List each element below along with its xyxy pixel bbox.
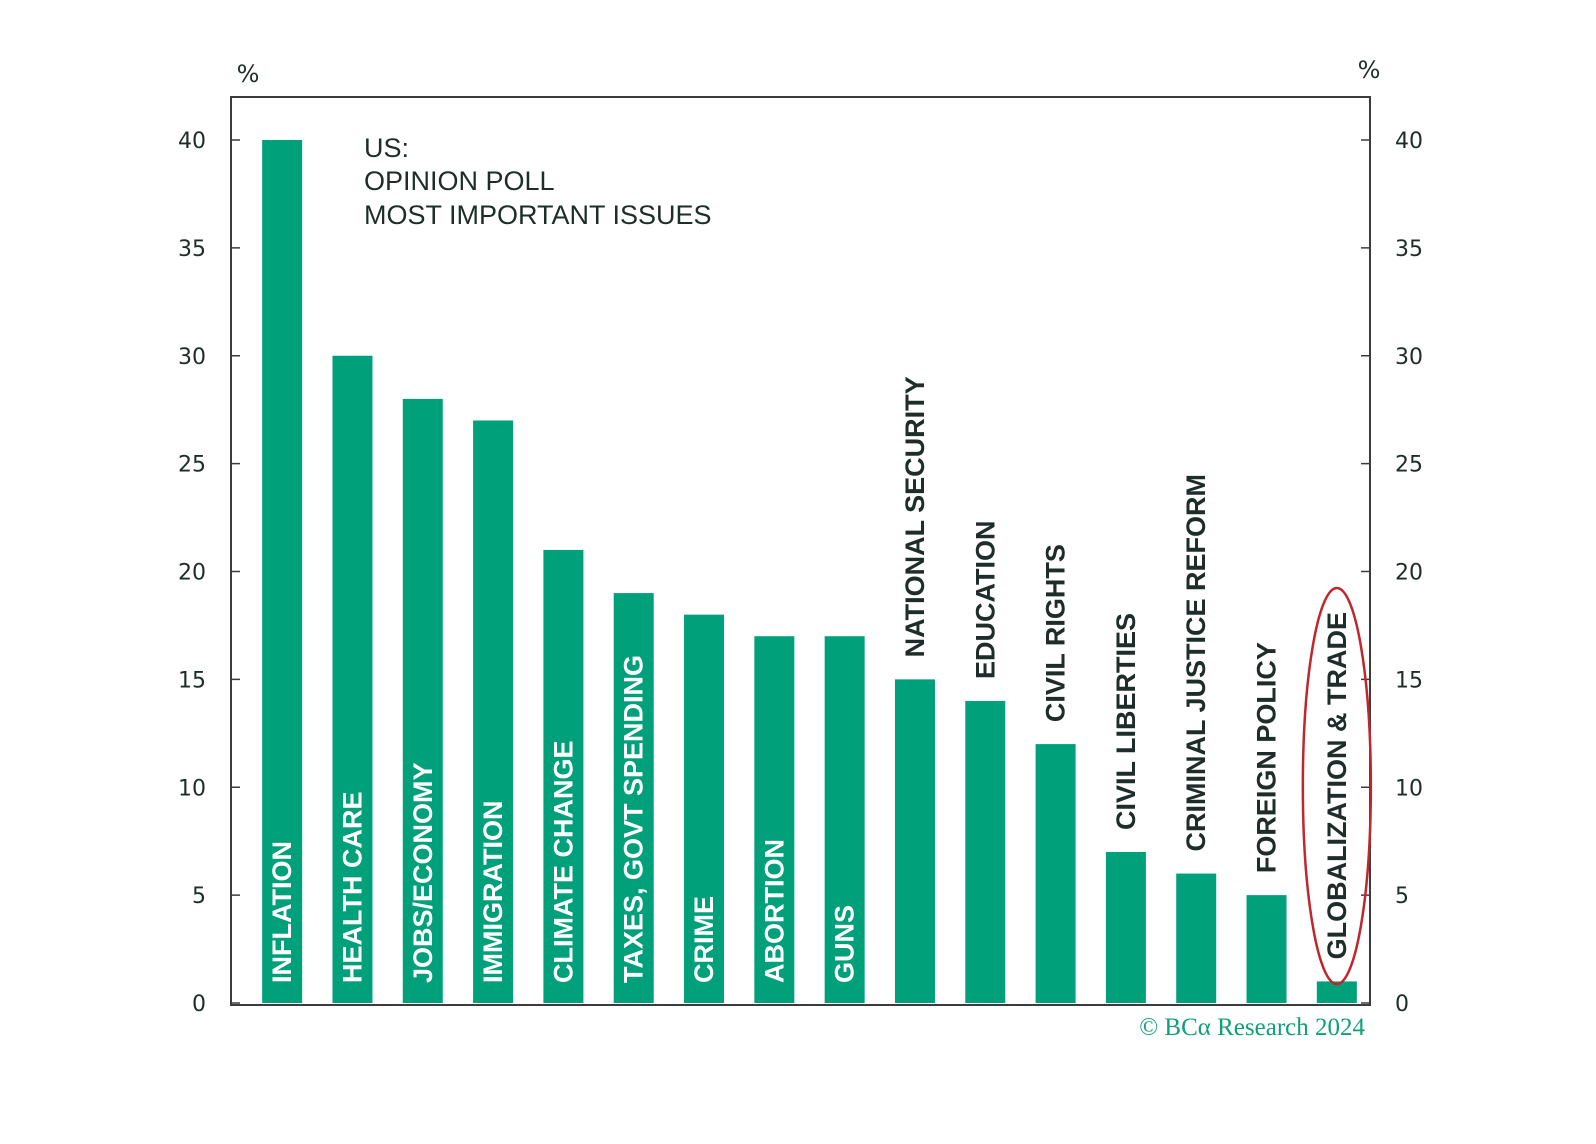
bar-labels: INFLATION HEALTH CARE JOBS/ECONOMY IMMIGRAT… [267, 376, 1352, 983]
bar-label-climate-change: CLIMATE CHANGE [548, 741, 578, 984]
bar-label-crime: CRIME [689, 896, 719, 983]
bar-label-taxes-govt-spending: TAXES, GOVT SPENDING [619, 655, 649, 983]
tick-label-right-10: 10 [1395, 776, 1423, 801]
bar-crime [684, 614, 725, 1003]
chart-title: US: OPINION POLL MOST IMPORTANT ISSUES [364, 133, 712, 230]
bar-label-guns: GUNS [830, 905, 860, 983]
tick-label-right-0: 0 [1395, 992, 1409, 1017]
plot-frame [230, 96, 1371, 1006]
bars [262, 140, 1357, 1004]
bar-health-care [332, 355, 373, 1003]
bar-climate-change [543, 549, 584, 1003]
chart-title-line-3: MOST IMPORTANT ISSUES [364, 200, 712, 230]
bar-foreign-policy [1246, 895, 1287, 1003]
bar-globalization-trade [1316, 981, 1357, 1003]
tick-label-left-15: 15 [178, 668, 206, 693]
tick-label-right-35: 35 [1395, 237, 1423, 262]
tick-label-right-30: 30 [1395, 345, 1423, 370]
bar-immigration [473, 420, 514, 1004]
tick-label-left-5: 5 [192, 884, 206, 909]
bar-abortion [754, 636, 795, 1003]
tick-label-left-10: 10 [178, 776, 206, 801]
bar-criminal-justice-reform [1176, 873, 1217, 1003]
axis-ticks: 0 0 5 5 10 10 15 15 20 20 25 25 30 30 35 35 40 40 [178, 129, 1423, 1017]
tick-label-right-20: 20 [1395, 561, 1423, 586]
bar-label-national-security: NATIONAL SECURITY [900, 376, 930, 657]
tick-label-right-25: 25 [1395, 453, 1423, 478]
tick-label-left-0: 0 [192, 992, 206, 1017]
tick-label-left-35: 35 [178, 237, 206, 262]
bar-label-immigration: IMMIGRATION [478, 801, 508, 983]
credit: © BCα Research 2024 [1139, 1014, 1365, 1041]
chart-title-line-1: US: [364, 133, 409, 163]
tick-label-left-30: 30 [178, 345, 206, 370]
bar-label-health-care: HEALTH CARE [337, 792, 367, 984]
bar-label-abortion: ABORTION [759, 839, 789, 983]
bar-taxes-govt-spending [613, 593, 654, 1003]
bar-label-globalization-trade: GLOBALIZATION & TRADE [1322, 612, 1352, 959]
tick-label-right-40: 40 [1395, 129, 1423, 154]
tick-label-right-15: 15 [1395, 668, 1423, 693]
bar-jobs-economy [402, 398, 443, 1003]
bar-label-jobs-economy: JOBS/ECONOMY [408, 762, 438, 983]
bar-label-civil-liberties: CIVIL LIBERTIES [1111, 613, 1141, 830]
left-axis-unit: % [237, 60, 260, 88]
highlight-ellipse [1301, 586, 1373, 986]
tick-label-left-20: 20 [178, 561, 206, 586]
bar-label-foreign-policy: FOREIGN POLICY [1252, 642, 1282, 873]
bar-national-security [894, 679, 935, 1003]
bar-label-inflation: INFLATION [267, 841, 297, 983]
tick-label-left-25: 25 [178, 453, 206, 478]
bar-civil-rights [1035, 744, 1076, 1003]
bar-civil-liberties [1105, 851, 1146, 1003]
tick-label-right-5: 5 [1395, 884, 1409, 909]
bar-label-criminal-justice-reform: CRIMINAL JUSTICE REFORM [1181, 474, 1211, 852]
bar-education [965, 700, 1006, 1003]
chart-title-line-2: OPINION POLL [364, 166, 555, 196]
bar-guns [824, 636, 865, 1003]
bar-label-education: EDUCATION [970, 520, 1000, 679]
tick-label-left-40: 40 [178, 129, 206, 154]
bar-inflation [262, 140, 303, 1003]
right-axis-unit: % [1358, 56, 1381, 84]
bar-label-civil-rights: CIVIL RIGHTS [1041, 544, 1071, 722]
